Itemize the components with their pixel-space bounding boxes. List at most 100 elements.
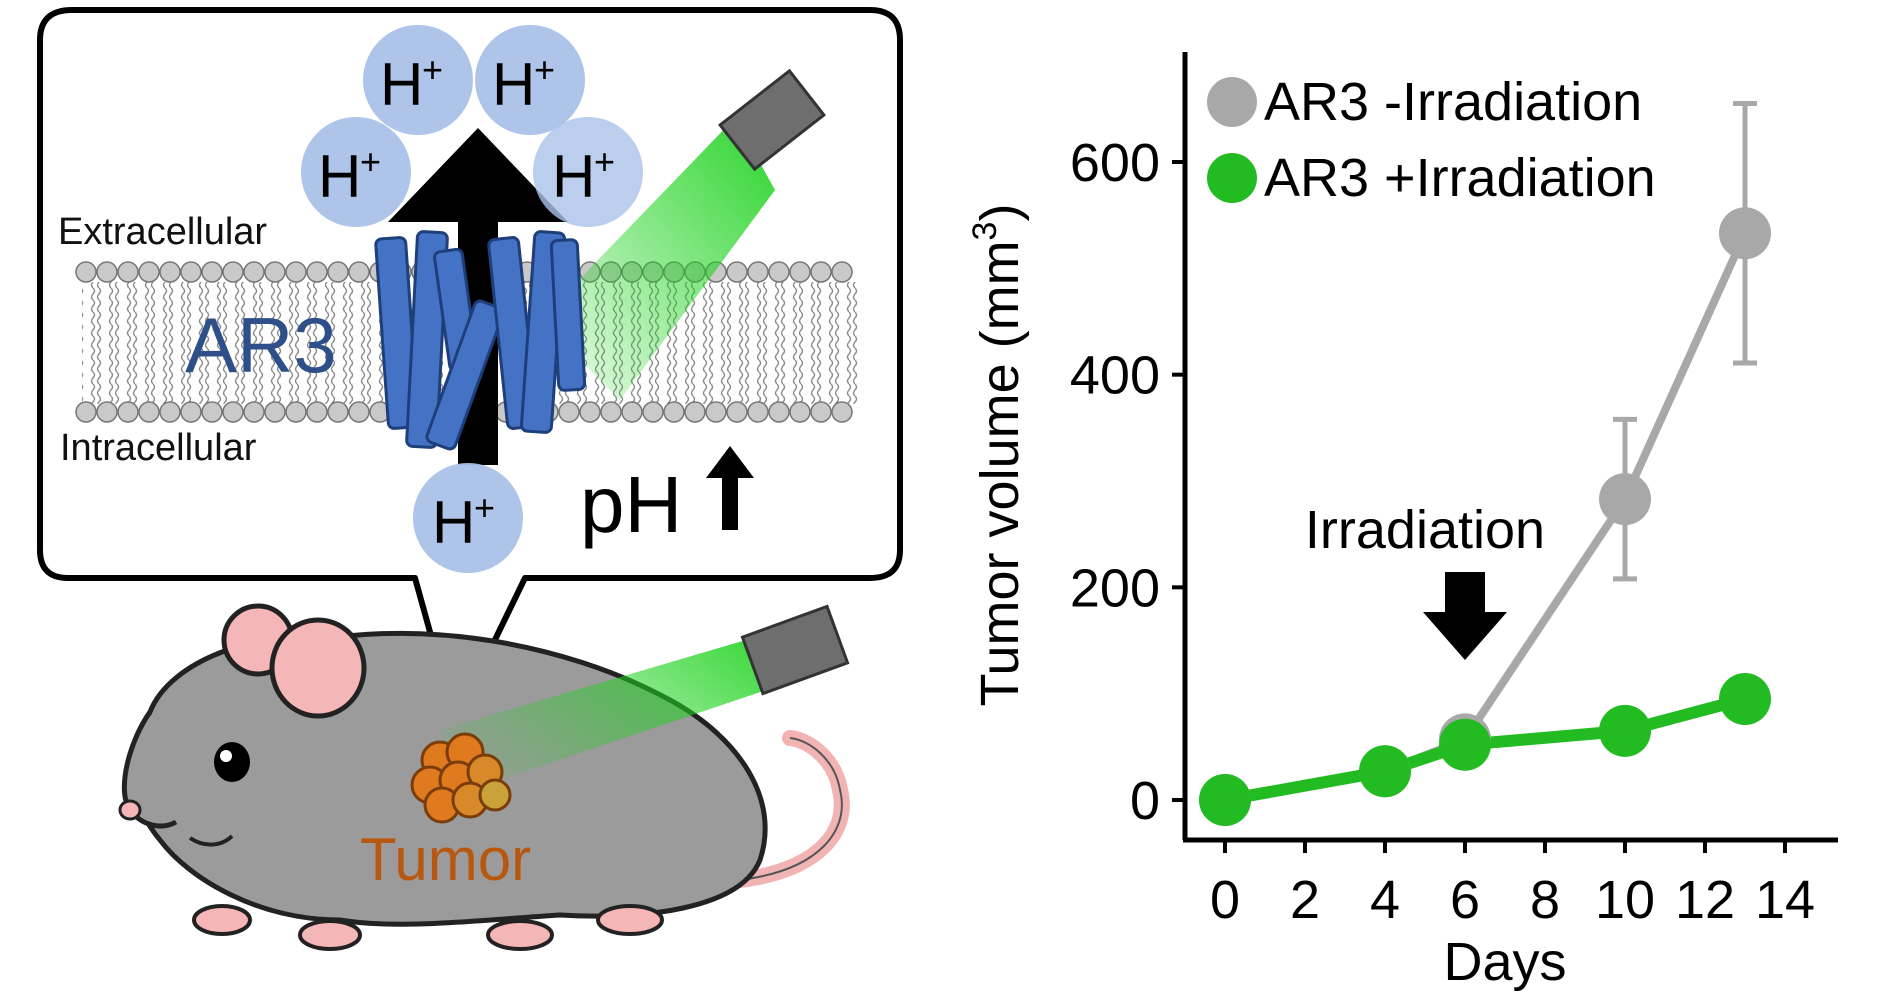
data-point-series-1 <box>1599 473 1651 526</box>
lipid-head <box>96 261 118 283</box>
tumor-label: Tumor <box>360 826 531 893</box>
light-beam-membrane <box>540 118 775 400</box>
mouse-mouth <box>188 834 234 847</box>
illustration: Extracellular Intracellular AR3 H + <box>37 7 903 951</box>
lipid-head <box>138 401 160 423</box>
x-tick-label: 12 <box>1675 870 1735 930</box>
lipid-head <box>159 261 181 283</box>
y-tick-label: 200 <box>1070 558 1160 618</box>
legend: AR3 -Irradiation AR3 +Irradiation <box>1207 72 1656 208</box>
x-tick-label: 6 <box>1450 870 1480 930</box>
lipid-head <box>747 401 769 423</box>
x-tick-label: 10 <box>1595 870 1655 930</box>
proton-3-label: H <box>318 143 361 210</box>
irradiation-annotation-label: Irradiation <box>1305 500 1545 560</box>
tumor-icon <box>410 732 512 824</box>
lipid-head <box>810 261 832 283</box>
light-source-mouse-icon <box>740 604 850 696</box>
mouse-ear-front <box>269 617 367 719</box>
lipid-head <box>600 401 622 423</box>
lipid-head <box>810 401 832 423</box>
lipid-head <box>726 401 748 423</box>
irradiation-arrow-icon <box>1423 572 1507 660</box>
lipid-head <box>201 401 223 423</box>
lipid-head <box>327 401 349 423</box>
mouse-eye <box>214 742 250 782</box>
lipid-head <box>75 261 97 283</box>
proton-2-charge: + <box>534 49 555 90</box>
lipid-head <box>621 401 643 423</box>
light-source-icon <box>717 68 827 172</box>
lipid-head <box>726 261 748 283</box>
light-beam-mouse <box>440 630 790 790</box>
lipid-head <box>75 401 97 423</box>
mouse-nose <box>118 799 142 821</box>
x-tick-label: 14 <box>1755 870 1815 930</box>
ar3-protein-icon <box>374 230 587 451</box>
proton-1-charge: + <box>422 49 443 90</box>
lipid-head <box>285 401 307 423</box>
lipid-head <box>663 401 685 423</box>
data-point-series-2 <box>1719 672 1771 725</box>
lipid-head <box>768 261 790 283</box>
lipid-head <box>789 261 811 283</box>
lipid-head <box>327 261 349 283</box>
x-ticks: 0 2 4 6 8 10 12 14 <box>1210 840 1815 930</box>
lipid-head <box>201 261 223 283</box>
lipid-head <box>306 401 328 423</box>
y-axis-label-suffix: ) <box>970 204 1030 222</box>
y-tick-label: 400 <box>1070 346 1160 406</box>
lipid-head <box>96 401 118 423</box>
data-point-series-2 <box>1439 718 1491 771</box>
lipid-head <box>306 261 328 283</box>
lipid-head <box>180 261 202 283</box>
data-point-series-2 <box>1359 745 1411 798</box>
ph-label: pH <box>580 460 682 549</box>
lipid-head <box>117 401 139 423</box>
lipid-head <box>117 261 139 283</box>
proton-4: H + <box>533 117 643 227</box>
lipid-head <box>768 401 790 423</box>
lipid-head <box>264 261 286 283</box>
legend-marker-series-1 <box>1207 77 1257 127</box>
proton-4-charge: + <box>594 141 615 182</box>
proton-4-label: H <box>552 143 595 210</box>
lipid-head <box>222 401 244 423</box>
lipid-head <box>159 401 181 423</box>
lipid-head <box>243 401 265 423</box>
protein-label: AR3 <box>185 301 337 389</box>
proton-5-charge: + <box>474 487 495 528</box>
ph-up-arrow-icon <box>706 446 754 530</box>
x-tick-label: 4 <box>1370 870 1400 930</box>
proton-1-label: H <box>380 51 423 118</box>
y-axis-label-main: Tumor volume (mm <box>970 240 1030 706</box>
y-axis-label-superscript: 3 <box>966 222 1004 241</box>
lipid-head <box>642 401 664 423</box>
lipid-head <box>831 401 853 423</box>
lipid-head <box>285 261 307 283</box>
x-tick-label: 2 <box>1290 870 1320 930</box>
y-ticks: 0 200 400 600 <box>1070 133 1185 831</box>
intracellular-label: Intracellular <box>60 427 257 469</box>
data-points <box>1199 207 1771 826</box>
lipid-head <box>789 401 811 423</box>
legend-marker-series-2 <box>1207 153 1257 203</box>
x-axis-label: Days <box>1443 932 1566 992</box>
data-point-series-2 <box>1199 774 1251 826</box>
lipid-head <box>747 261 769 283</box>
proton-2-label: H <box>492 51 535 118</box>
y-tick-label: 0 <box>1130 771 1160 831</box>
proton-1: H + <box>363 25 473 135</box>
lipid-head <box>243 261 265 283</box>
lipid-head <box>684 401 706 423</box>
irradiation-annotation: Irradiation <box>1305 500 1545 660</box>
proton-2: H + <box>475 25 585 135</box>
x-tick-label: 8 <box>1530 870 1560 930</box>
lipid-head <box>558 401 580 423</box>
y-tick-label: 600 <box>1070 133 1160 193</box>
lipid-head <box>138 261 160 283</box>
x-tick-label: 0 <box>1210 870 1240 930</box>
proton-5: H + <box>413 463 523 573</box>
